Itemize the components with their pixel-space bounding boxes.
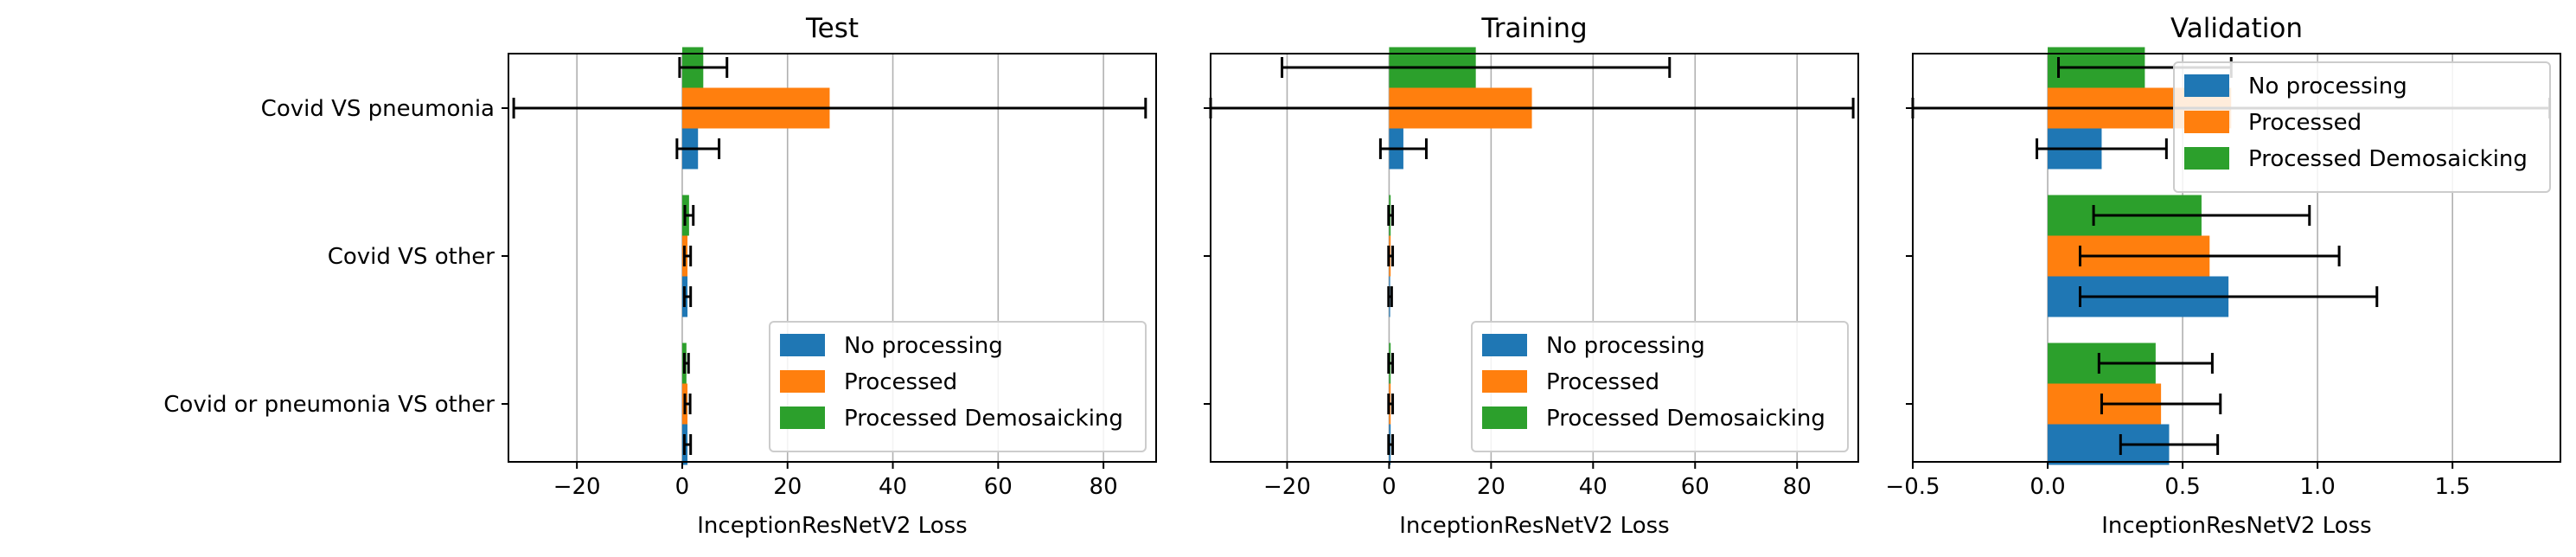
legend-box (1471, 321, 1849, 452)
panel-validation: −0.5 0.0 0.5 1.0 1.5 Validation InceptionResNe… (1885, 13, 2561, 539)
legend-swatch (780, 407, 825, 429)
x-tick-label: 0.5 (2164, 474, 2200, 500)
x-tick-label: −20 (553, 474, 601, 500)
legend: No processing Processed Processed Demosaic… (1471, 321, 1849, 452)
category-label: Covid VS pneumonia (261, 96, 495, 122)
x-axis-label: InceptionResNetV2 Loss (2101, 513, 2371, 539)
legend-label: No processing (844, 333, 1003, 359)
panel-training: −20 0 20 40 60 80 Training InceptionResNetV2 Lo… (1204, 13, 1859, 539)
legend-swatch (1482, 334, 1527, 356)
legend-box (769, 321, 1147, 452)
legend-label: Processed (844, 369, 957, 395)
legend-swatch (780, 370, 825, 393)
panel-title: Training (1480, 13, 1587, 44)
x-tick-label: 60 (984, 474, 1013, 500)
x-tick-label: 80 (1783, 474, 1812, 500)
x-tick-label: 0 (1382, 474, 1397, 500)
x-axis-label: InceptionResNetV2 Loss (1399, 513, 1669, 539)
legend-label: Processed Demosaicking (2248, 146, 2528, 172)
x-tick-label: 1.0 (2299, 474, 2335, 500)
legend: No processing Processed Processed Demosaic… (2173, 61, 2551, 193)
panel-title: Test (805, 13, 859, 44)
legend-swatch (2184, 111, 2229, 133)
legend-swatch (1482, 370, 1527, 393)
legend-label: Processed Demosaicking (844, 406, 1123, 432)
axes-frame (1912, 53, 2561, 463)
x-tick-label: 20 (773, 474, 802, 500)
x-tick-label: 1.5 (2434, 474, 2470, 500)
x-tick-label: 20 (1477, 474, 1505, 500)
legend-label: No processing (2248, 74, 2407, 99)
x-tick-label: 0 (675, 474, 690, 500)
x-tick-label: 80 (1090, 474, 1118, 500)
legend-label: Processed (2248, 110, 2362, 136)
legend-label: No processing (1546, 333, 1705, 359)
category-label: Covid or pneumonia VS other (163, 392, 495, 418)
panel-test: −20 0 20 40 60 80 Covid VS pneumonia Covid VS o… (163, 13, 1157, 539)
category-label: Covid VS other (328, 244, 495, 270)
legend-label: Processed Demosaicking (1546, 406, 1825, 432)
axes-frame (508, 53, 1157, 463)
panel-title: Validation (2170, 13, 2303, 44)
legend-swatch (1482, 407, 1527, 429)
legend-swatch (2184, 74, 2229, 97)
x-tick-label: 40 (1579, 474, 1608, 500)
legend-label: Processed (1546, 369, 1659, 395)
axes-frame (1210, 53, 1859, 463)
legend-swatch (2184, 147, 2229, 170)
x-tick-label: −20 (1263, 474, 1311, 500)
x-tick-label: 60 (1681, 474, 1710, 500)
legend-box (2173, 61, 2551, 193)
x-tick-label: −0.5 (1885, 474, 1940, 500)
x-axis-label: InceptionResNetV2 Loss (697, 513, 967, 539)
x-tick-label: 0.0 (2029, 474, 2065, 500)
legend: No processing Processed Processed Demosaic… (769, 321, 1147, 452)
x-tick-label: 40 (879, 474, 907, 500)
legend-swatch (780, 334, 825, 356)
